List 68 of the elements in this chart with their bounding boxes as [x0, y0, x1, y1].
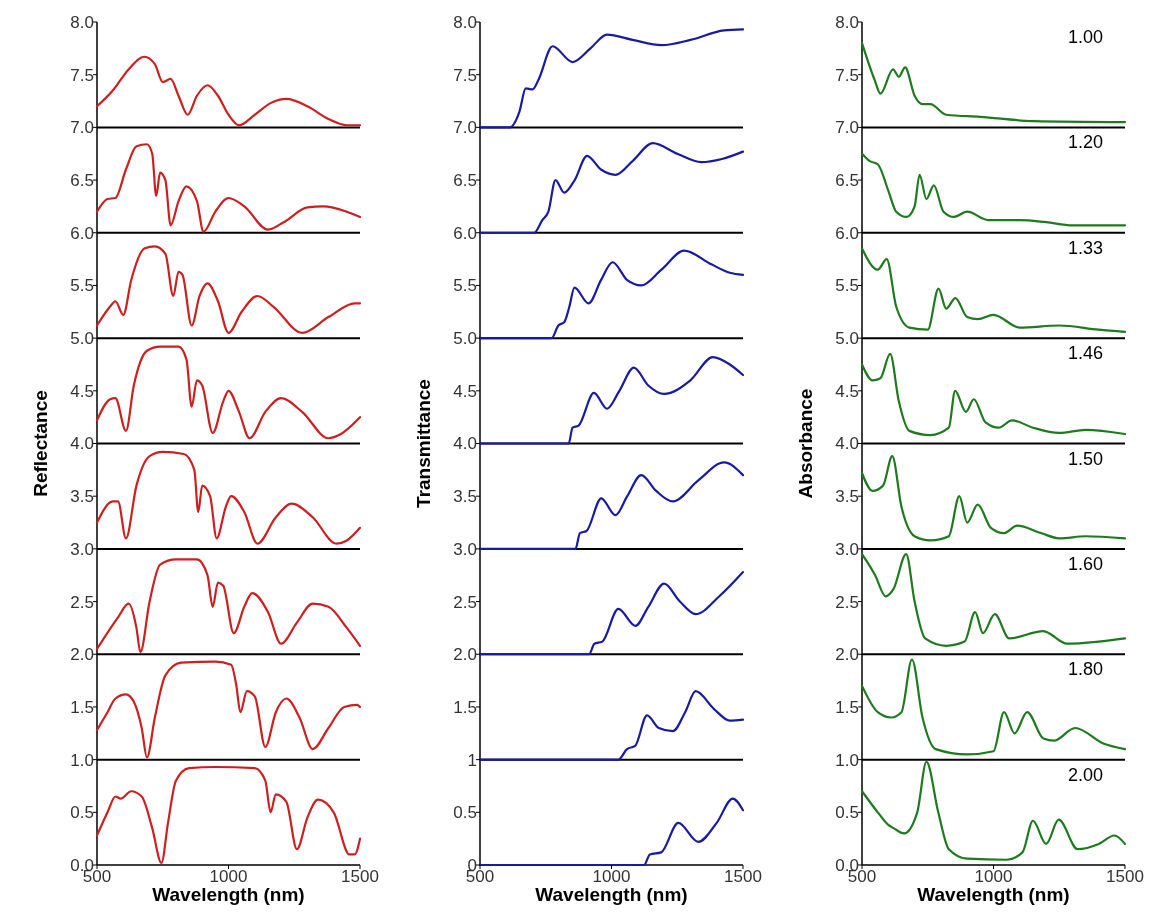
y-tick-label: 8.0	[453, 12, 477, 32]
y-axis-title: Transmittance	[413, 379, 434, 508]
x-axis-title: Wavelength (nm)	[917, 884, 1070, 905]
y-tick-label: 3.0	[453, 539, 477, 559]
x-tick-label: 1500	[724, 867, 762, 886]
x-tick-label: 1500	[1106, 867, 1144, 886]
y-tick-label: 2.5	[70, 592, 94, 612]
y-tick-label: 3.0	[835, 539, 859, 559]
y-tick-label: 0.5	[70, 803, 94, 823]
y-tick-label: 5.5	[453, 276, 477, 296]
y-axis-title: Absorbance	[795, 388, 816, 499]
y-tick-label: 0.5	[835, 803, 859, 823]
annotation: 1.50	[1067, 448, 1103, 469]
y-tick-label: 2.0	[453, 645, 477, 665]
x-tick-label: 1000	[592, 867, 631, 886]
annotation: 1.00	[1067, 27, 1103, 48]
y-tick-label: 7.5	[453, 65, 477, 85]
annotation: 2.00	[1067, 764, 1103, 785]
annotation: 1.20	[1067, 132, 1103, 153]
annotation: 1.33	[1067, 237, 1103, 258]
y-tick-label: 0.5	[453, 803, 477, 823]
y-tick-label: 8.0	[835, 12, 859, 32]
x-axis-title: Wavelength (nm)	[535, 884, 688, 905]
y-tick-label: 5.5	[835, 276, 859, 296]
y-tick-label: 4.5	[835, 381, 859, 401]
y-tick-label: 2.0	[835, 645, 859, 665]
y-tick-label: 3.5	[453, 487, 477, 507]
y-tick-label: 1.5	[453, 697, 477, 717]
y-tick-label: 7.5	[70, 65, 94, 85]
x-tick-label: 1000	[209, 867, 248, 886]
y-tick-label: 8.0	[70, 12, 94, 32]
annotation: 1.80	[1067, 659, 1103, 680]
y-tick-label: 7.5	[835, 65, 859, 85]
y-tick-label: 7.0	[70, 118, 94, 138]
x-tick-label: 1500	[341, 867, 379, 886]
y-tick-label: 7.0	[835, 118, 859, 138]
y-tick-label: 1	[467, 750, 477, 770]
y-tick-label: 2.0	[70, 645, 94, 665]
y-tick-label: 7.0	[453, 118, 477, 138]
y-tick-label: 5.5	[70, 276, 94, 296]
y-tick-label: 1.0	[70, 750, 94, 770]
y-tick-label: 6.5	[835, 171, 859, 191]
y-tick-label: 4.5	[453, 381, 477, 401]
annotation: 1.60	[1067, 553, 1103, 574]
y-tick-label: 6.0	[453, 223, 477, 243]
y-tick-label: 3.0	[70, 539, 94, 559]
y-tick-label: 3.5	[70, 487, 94, 507]
y-axis-title: Reflectance	[30, 390, 51, 497]
y-tick-label: 4.0	[835, 434, 859, 454]
y-tick-label: 5.0	[453, 329, 477, 349]
y-tick-label: 5.0	[70, 329, 94, 349]
y-tick-label: 5.0	[835, 329, 859, 349]
y-tick-label: 1.0	[835, 750, 859, 770]
y-tick-label: 1.5	[70, 697, 94, 717]
y-tick-label: 4.5	[70, 381, 94, 401]
y-tick-label: 2.5	[453, 592, 477, 612]
y-tick-label: 2.5	[835, 592, 859, 612]
y-tick-label: 3.5	[835, 487, 859, 507]
x-axis-title: Wavelength (nm)	[152, 884, 305, 905]
annotation: 1.46	[1067, 343, 1103, 364]
y-tick-label: 1.5	[835, 697, 859, 717]
y-tick-label: 6.0	[835, 223, 859, 243]
y-tick-label: 6.5	[70, 171, 94, 191]
y-tick-label: 6.5	[453, 171, 477, 191]
y-tick-label: 4.0	[453, 434, 477, 454]
y-tick-label: 4.0	[70, 434, 94, 454]
y-tick-label: 6.0	[70, 223, 94, 243]
x-tick-label: 1000	[974, 867, 1013, 886]
